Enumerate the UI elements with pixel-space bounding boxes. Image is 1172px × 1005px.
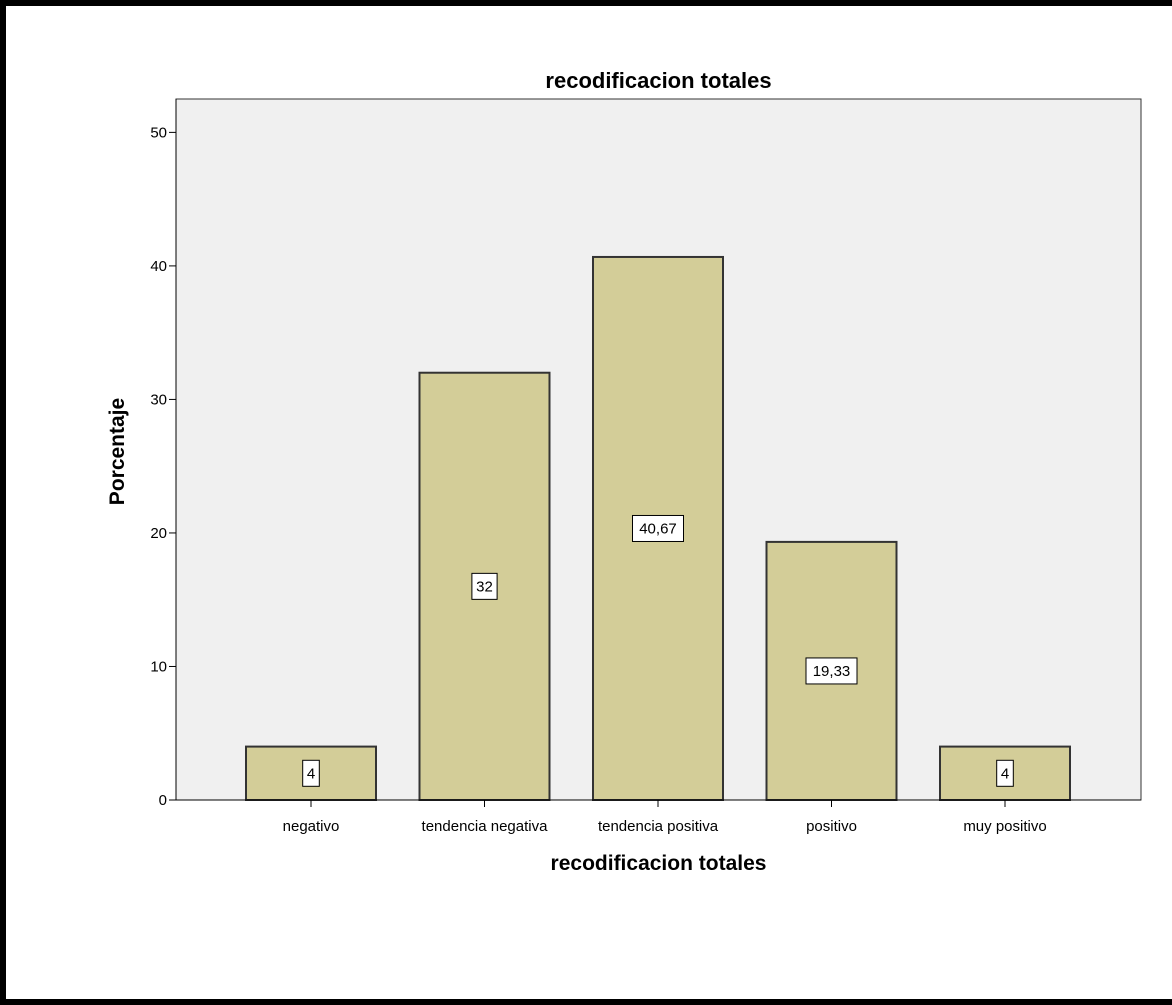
x-axis: negativo tendencia negativa tendencia posi… — [176, 799, 1141, 835]
y-tick-label: 30 — [150, 391, 167, 408]
x-tick-label: muy positivo — [963, 818, 1046, 835]
y-axis: 0 10 20 30 40 50 — [150, 99, 177, 809]
data-label-box — [805, 657, 858, 685]
y-tick-label: 20 — [150, 525, 167, 542]
data-label: 4 — [1001, 765, 1009, 782]
x-axis-title: recodificacion totales — [551, 852, 767, 875]
chart-title: recodificacion totales — [545, 68, 771, 93]
bars: 4 32 40,67 19,33 4 — [245, 255, 1071, 802]
y-tick-label: 0 — [159, 792, 167, 809]
x-tick-label: tendencia positiva — [598, 818, 719, 835]
data-label: 40,67 — [639, 520, 677, 537]
data-label: 32 — [476, 578, 493, 595]
data-label-box — [471, 572, 498, 600]
y-tick-label: 40 — [150, 258, 167, 275]
data-label-box — [996, 759, 1014, 787]
y-tick-label: 50 — [150, 124, 167, 141]
y-tick-label: 10 — [150, 658, 167, 675]
data-label: 19,33 — [813, 663, 851, 680]
x-tick-label: negativo — [283, 818, 340, 835]
data-label-box — [632, 514, 684, 542]
data-label-box — [302, 759, 320, 787]
x-tick-label: tendencia negativa — [422, 818, 549, 835]
y-axis-title: Porcentaje — [106, 398, 129, 505]
x-tick-label: positivo — [806, 818, 857, 835]
data-label: 4 — [307, 765, 315, 782]
